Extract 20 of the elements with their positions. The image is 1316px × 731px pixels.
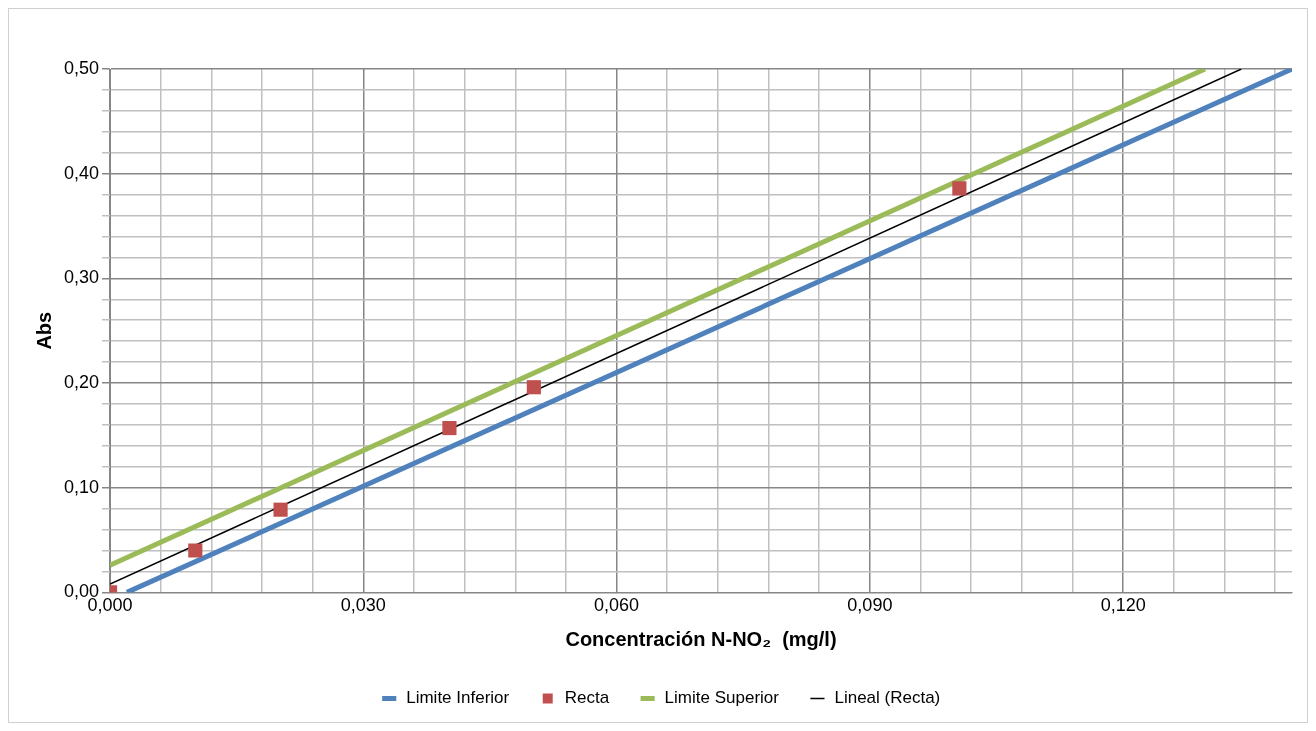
- x-axis-title: Concentración N-NO₂ (mg/l): [565, 627, 837, 650]
- y-tick-label: 0,30: [63, 267, 100, 288]
- y-tick-label: 0,50: [63, 57, 100, 78]
- point: [952, 181, 967, 196]
- legend-label: Recta: [564, 688, 610, 708]
- x-tick-label: 0,090: [847, 595, 893, 616]
- x-tick-label: 0,120: [1100, 595, 1146, 616]
- y-axis-title: Abs: [32, 311, 55, 350]
- legend-label: Limite Inferior: [406, 688, 510, 708]
- x-tick-label: 0,030: [340, 595, 386, 616]
- legend-label: Lineal (Recta): [834, 688, 941, 708]
- point: [442, 420, 457, 436]
- y-tick-label: 0,40: [63, 162, 100, 183]
- point: [526, 380, 541, 395]
- y-tick-label: 0,20: [63, 372, 100, 393]
- point: [188, 543, 203, 558]
- legend-label: Limite Superior: [664, 688, 780, 708]
- point: [273, 502, 288, 517]
- y-tick-label: 0,10: [63, 476, 100, 497]
- x-tick-label: 0,060: [594, 595, 640, 616]
